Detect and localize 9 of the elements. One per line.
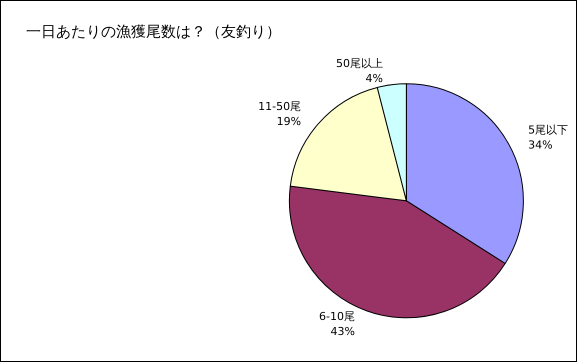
slice-label: 5尾以下 — [528, 124, 568, 137]
slice-label: 50尾以上 — [336, 56, 383, 70]
data-label: 43% — [330, 325, 355, 338]
slice-label: 6-10尾 — [319, 310, 355, 324]
data-label: 19% — [276, 115, 302, 128]
data-label: 4% — [366, 72, 383, 85]
chart-title: 一日あたりの漁獲尾数は？（友釣り） — [26, 22, 281, 40]
slice-label: 11-50尾 — [258, 100, 302, 114]
data-label: 34% — [528, 138, 553, 152]
